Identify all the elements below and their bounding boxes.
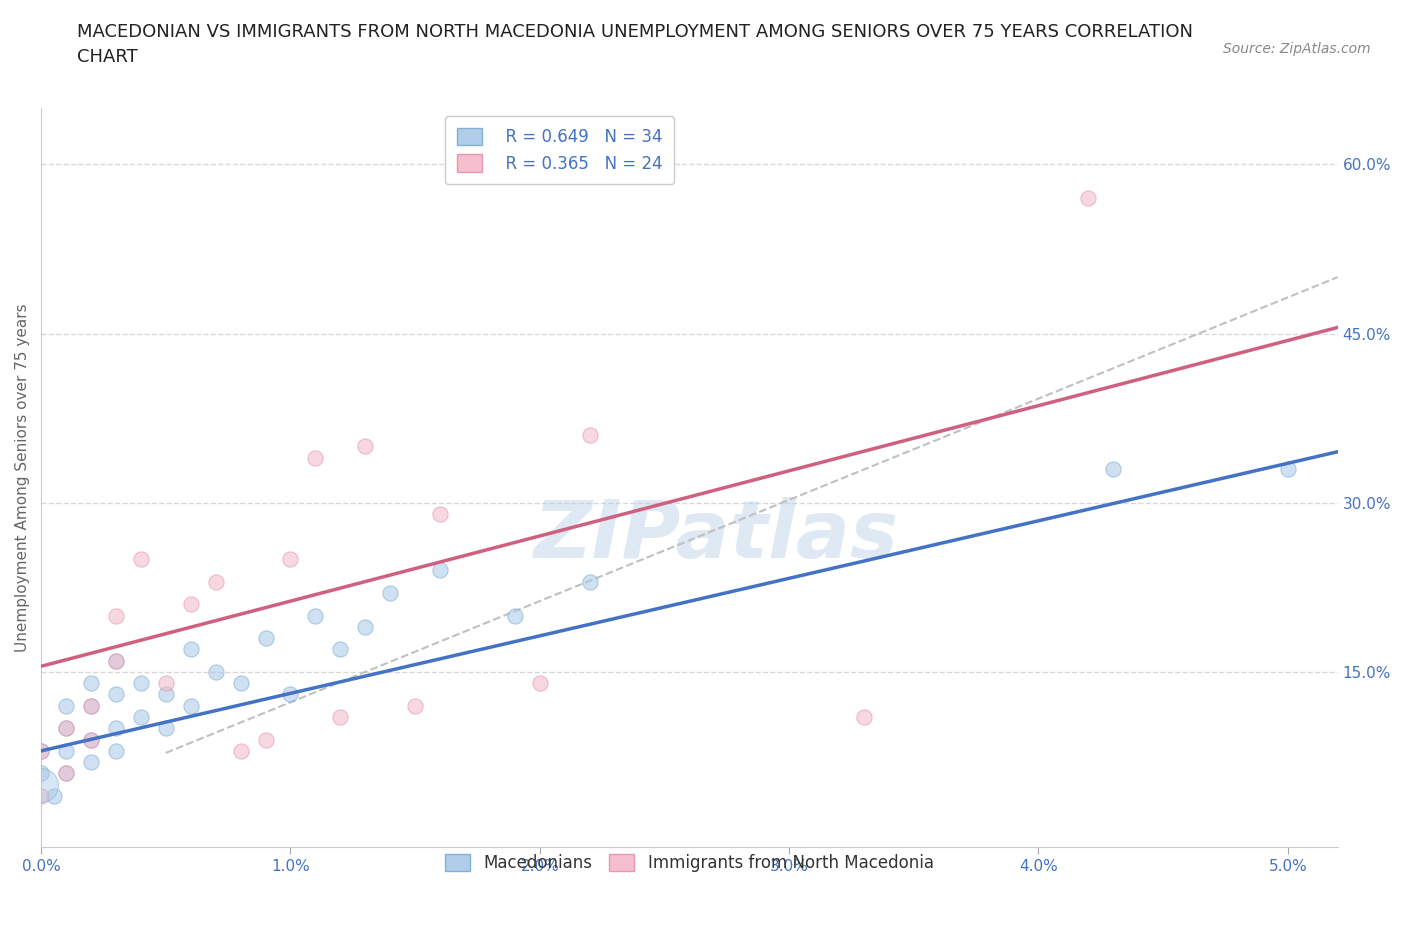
Point bbox=[80, 732, 103, 747]
Point bbox=[104, 653, 127, 668]
Point bbox=[104, 721, 127, 736]
Point bbox=[180, 698, 202, 713]
Point bbox=[129, 676, 152, 691]
Point bbox=[30, 743, 52, 758]
Point bbox=[204, 574, 226, 589]
Point bbox=[404, 698, 426, 713]
Point bbox=[155, 687, 177, 702]
Point bbox=[55, 766, 77, 781]
Point bbox=[55, 698, 77, 713]
Point bbox=[280, 551, 302, 566]
Point bbox=[42, 789, 65, 804]
Point bbox=[55, 721, 77, 736]
Point bbox=[80, 755, 103, 770]
Point bbox=[329, 642, 352, 657]
Point bbox=[180, 597, 202, 612]
Point bbox=[380, 586, 402, 601]
Point bbox=[155, 721, 177, 736]
Point bbox=[529, 676, 551, 691]
Point bbox=[429, 507, 451, 522]
Point bbox=[204, 665, 226, 680]
Point bbox=[80, 732, 103, 747]
Point bbox=[229, 676, 252, 691]
Point bbox=[354, 439, 377, 454]
Point bbox=[30, 777, 52, 792]
Point bbox=[1102, 461, 1125, 476]
Point bbox=[578, 574, 600, 589]
Point bbox=[55, 721, 77, 736]
Point bbox=[329, 710, 352, 724]
Point bbox=[30, 743, 52, 758]
Y-axis label: Unemployment Among Seniors over 75 years: Unemployment Among Seniors over 75 years bbox=[15, 303, 30, 652]
Point bbox=[229, 743, 252, 758]
Point bbox=[1277, 461, 1299, 476]
Point bbox=[503, 608, 526, 623]
Point bbox=[80, 698, 103, 713]
Point bbox=[80, 676, 103, 691]
Point bbox=[30, 789, 52, 804]
Point bbox=[104, 608, 127, 623]
Point bbox=[55, 743, 77, 758]
Point bbox=[30, 766, 52, 781]
Point bbox=[80, 698, 103, 713]
Point bbox=[254, 631, 277, 645]
Point bbox=[429, 563, 451, 578]
Point bbox=[104, 687, 127, 702]
Point bbox=[155, 676, 177, 691]
Point bbox=[129, 551, 152, 566]
Point bbox=[304, 608, 326, 623]
Point bbox=[180, 642, 202, 657]
Point bbox=[852, 710, 875, 724]
Point bbox=[1077, 191, 1099, 206]
Point bbox=[55, 766, 77, 781]
Point bbox=[354, 619, 377, 634]
Text: ZIPatlas: ZIPatlas bbox=[533, 498, 898, 576]
Point bbox=[280, 687, 302, 702]
Text: MACEDONIAN VS IMMIGRANTS FROM NORTH MACEDONIA UNEMPLOYMENT AMONG SENIORS OVER 75: MACEDONIAN VS IMMIGRANTS FROM NORTH MACE… bbox=[77, 23, 1194, 66]
Text: Source: ZipAtlas.com: Source: ZipAtlas.com bbox=[1223, 42, 1371, 56]
Point bbox=[578, 428, 600, 443]
Point bbox=[304, 450, 326, 465]
Point bbox=[129, 710, 152, 724]
Point bbox=[254, 732, 277, 747]
Point bbox=[104, 743, 127, 758]
Legend: Macedonians, Immigrants from North Macedonia: Macedonians, Immigrants from North Maced… bbox=[439, 847, 941, 879]
Point bbox=[104, 653, 127, 668]
